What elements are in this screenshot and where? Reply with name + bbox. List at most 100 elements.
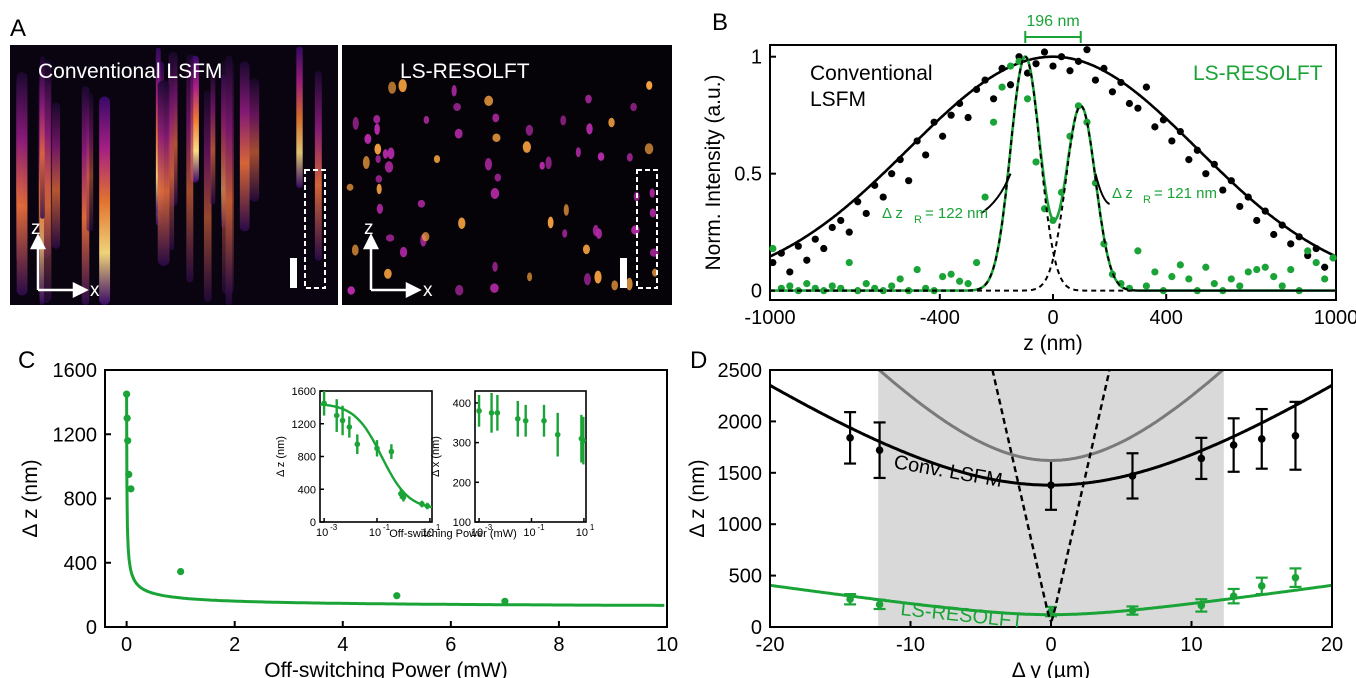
image-streak	[40, 56, 45, 219]
data-point	[1291, 573, 1300, 582]
x-tick-label: -1000	[744, 307, 795, 329]
image-spot	[494, 173, 502, 182]
data-point	[1202, 263, 1210, 271]
y-tick-label: 0	[751, 281, 762, 303]
data-point	[1142, 282, 1150, 290]
inset-data-point	[580, 437, 587, 444]
image-spot	[594, 270, 602, 284]
annotation-dzr-left-value: = 122 nm	[925, 205, 988, 222]
data-point	[1312, 244, 1320, 253]
annotation-leader-left	[980, 173, 1012, 215]
data-point	[846, 595, 854, 604]
data-point	[1083, 118, 1091, 126]
image-spot	[490, 283, 499, 293]
image-spot	[423, 115, 430, 124]
legend-lsresolft: LS-RESOLFT	[1193, 62, 1323, 85]
fit-curve	[876, 370, 1226, 462]
data-point	[769, 258, 777, 267]
data-point	[1197, 601, 1206, 610]
dashed-curve	[991, 370, 1111, 622]
data-point	[803, 256, 811, 264]
axis-arrows-left	[29, 233, 89, 299]
image-spot	[364, 133, 372, 145]
data-point	[1253, 216, 1261, 225]
data-point	[930, 118, 938, 126]
inset-y-tick-label: 400	[298, 484, 316, 496]
data-point	[1321, 263, 1329, 271]
inset-x-tick-exponent: -1	[383, 523, 391, 532]
fit-curve	[125, 394, 665, 607]
data-point	[501, 597, 509, 605]
inset-x-tick-label: 10	[523, 527, 535, 539]
image-spot	[492, 261, 498, 272]
data-point	[1253, 265, 1261, 274]
legend-conventional-line1: Conventional	[810, 62, 933, 85]
data-point	[769, 244, 777, 253]
lsresolft-spots	[346, 79, 659, 296]
annotation-dzr-right: Δ z	[1112, 185, 1133, 202]
panel-letter-c: C	[18, 347, 35, 374]
data-point	[1329, 254, 1337, 262]
image-streak	[157, 80, 170, 266]
data-point	[1236, 282, 1244, 290]
x-tick-label: 0	[1045, 634, 1056, 656]
image-spot	[626, 277, 633, 291]
axis-arrow-z-right: z	[364, 218, 374, 239]
y-tick-label: 1	[751, 47, 762, 69]
image-spot	[384, 268, 392, 279]
data-point	[875, 446, 884, 454]
x-tick-label: -10	[896, 634, 925, 656]
data-point	[1244, 268, 1252, 276]
image-spot	[631, 225, 640, 235]
data-point	[820, 287, 828, 295]
x-tick-label: 2	[229, 634, 240, 656]
scale-bar-right	[620, 258, 627, 288]
data-point	[1219, 186, 1227, 194]
panel-d-plot: -20 -10 0 10 20 0 500 1000 1500 2000 2500 Δ y (µm) Δ…	[686, 360, 1343, 678]
panel-b: B -1000 -400 0 400 1000 0 0.5 1 z (nm) Norm. Inte…	[702, 9, 1356, 355]
annotation-dzr-right-value: = 121 nm	[1154, 185, 1217, 202]
data-point	[972, 258, 981, 267]
data-point	[1197, 454, 1206, 463]
image-spot	[362, 156, 370, 169]
data-point	[1227, 177, 1235, 185]
data-point	[1278, 282, 1286, 290]
x-tick-label: 10	[1180, 634, 1202, 656]
data-point	[1083, 46, 1091, 54]
x-tick-label: -400	[920, 307, 960, 329]
y-tick-label: 0.5	[734, 164, 762, 186]
data-point	[1168, 137, 1176, 145]
data-point	[1049, 216, 1057, 225]
data-point	[1229, 441, 1238, 449]
image-spot	[376, 183, 382, 195]
data-point	[875, 600, 884, 609]
image-spot	[527, 272, 533, 282]
x-tick-label: 0	[121, 634, 132, 656]
data-point	[1117, 78, 1125, 87]
image-spot	[376, 203, 384, 214]
y-tick-label: 0	[751, 617, 762, 639]
image-spot	[388, 81, 397, 94]
image-spot	[385, 234, 395, 242]
data-point	[1108, 88, 1117, 96]
image-streak	[186, 54, 194, 283]
image-spot	[562, 229, 568, 238]
data-point	[125, 470, 133, 479]
data-point	[939, 273, 947, 281]
image-spot	[630, 102, 637, 112]
panel-d: D -20 -10 0 10 20 0 500 1000 1500 2000 2500 Δ y (µm…	[686, 347, 1343, 678]
data-point	[1091, 76, 1100, 84]
inset-x-tick-label: 10	[316, 527, 328, 539]
y-axis-label: Δ z (nm)	[19, 459, 42, 537]
image-spot	[399, 246, 408, 258]
annotation-leader-right	[1094, 173, 1111, 206]
inset-y-tick-label: 400	[453, 398, 471, 410]
dashed-roi-right	[636, 169, 658, 289]
inset-y-axis-label: Δ x (nm)	[430, 436, 442, 477]
data-point	[1168, 273, 1176, 281]
data-point	[845, 228, 853, 236]
image-spot	[352, 116, 359, 130]
inset-fit-curve	[319, 403, 433, 509]
data-point	[1287, 265, 1295, 274]
